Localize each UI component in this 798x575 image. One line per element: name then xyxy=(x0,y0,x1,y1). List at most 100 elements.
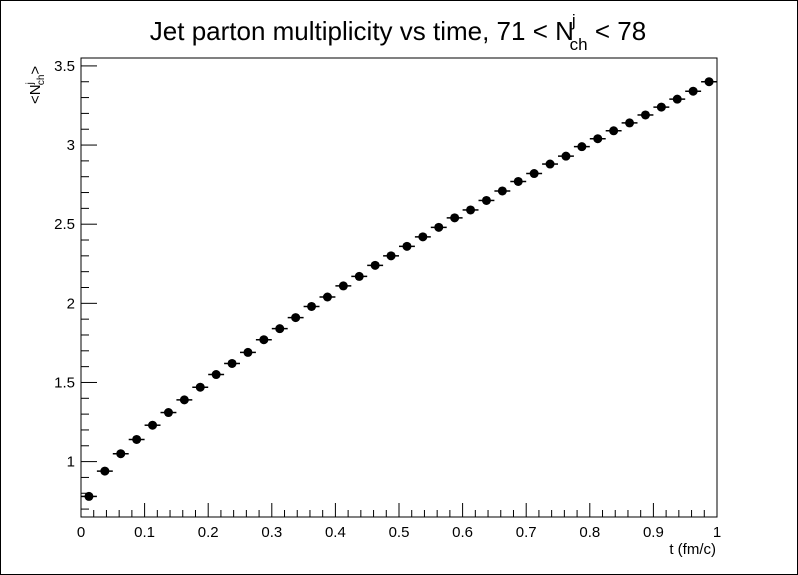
marker xyxy=(259,335,269,345)
marker xyxy=(466,205,476,215)
data-point xyxy=(510,176,527,186)
marker xyxy=(132,434,142,444)
marker xyxy=(497,186,507,196)
data-point xyxy=(224,358,240,368)
data-point xyxy=(192,382,209,392)
marker xyxy=(163,408,173,418)
y-axis-title-prefix: <N xyxy=(27,84,44,104)
x-tick-label: 0.8 xyxy=(579,524,600,541)
x-axis-ticks xyxy=(80,503,718,517)
chart-title-tail: < 78 xyxy=(588,16,647,46)
data-point xyxy=(176,395,193,405)
data-point xyxy=(335,281,352,291)
x-tick-label: 0.3 xyxy=(261,524,282,541)
data-point xyxy=(96,466,113,476)
data-point xyxy=(605,126,622,136)
marker xyxy=(338,281,348,291)
x-tick-label: 0.7 xyxy=(516,524,537,541)
marker xyxy=(545,159,555,169)
marker xyxy=(354,271,364,281)
y-axis-ticks xyxy=(81,65,97,510)
data-point xyxy=(383,251,399,261)
marker xyxy=(688,86,698,96)
marker xyxy=(291,313,301,323)
data-point xyxy=(112,449,129,459)
data-point xyxy=(240,347,256,357)
y-axis-tick-labels: 1 1.5 2 2.5 3 3.5 xyxy=(54,58,75,471)
marker xyxy=(656,102,666,112)
data-point xyxy=(669,94,686,104)
data-point xyxy=(144,420,161,430)
data-point xyxy=(351,271,368,281)
marker xyxy=(593,134,603,144)
x-tick-label: 0.2 xyxy=(198,524,219,541)
marker xyxy=(211,370,221,380)
y-tick-label: 3 xyxy=(67,137,75,154)
data-point xyxy=(685,86,702,96)
data-point xyxy=(526,169,543,179)
marker xyxy=(243,347,253,357)
marker xyxy=(179,395,189,405)
chart-title-main: Jet parton multiplicity vs time, 71 < N xyxy=(150,16,574,46)
x-axis-title: t (fm/c) xyxy=(669,541,716,558)
data-point xyxy=(446,213,463,223)
data-point xyxy=(303,301,320,311)
marker xyxy=(704,77,714,87)
x-tick-label: 0.5 xyxy=(389,524,410,541)
y-axis-title: <Njch> xyxy=(25,66,47,104)
marker xyxy=(322,292,332,302)
data-point xyxy=(589,134,606,144)
y-tick-label: 1.5 xyxy=(54,374,75,391)
marker xyxy=(513,176,523,186)
marker xyxy=(402,241,412,251)
data-point xyxy=(701,77,717,87)
marker xyxy=(640,110,650,120)
data-point xyxy=(367,260,384,270)
marker xyxy=(116,449,126,459)
marker xyxy=(561,151,571,161)
x-tick-label: 0.9 xyxy=(643,524,664,541)
marker xyxy=(370,260,380,270)
x-tick-label: 0 xyxy=(77,524,85,541)
marker xyxy=(100,466,110,476)
data-point xyxy=(319,292,336,302)
marker xyxy=(195,382,205,392)
marker xyxy=(609,126,619,136)
y-axis-title-sup: j xyxy=(25,82,36,85)
marker xyxy=(148,420,158,430)
data-point xyxy=(478,195,495,205)
data-point xyxy=(287,313,304,323)
data-point xyxy=(430,222,447,232)
data-point xyxy=(414,232,431,242)
data-point xyxy=(494,186,511,196)
y-tick-label: 3.5 xyxy=(54,58,75,75)
marker xyxy=(481,195,491,205)
x-tick-label: 1 xyxy=(713,524,721,541)
data-point xyxy=(542,159,558,169)
data-point xyxy=(271,324,288,334)
x-axis-tick-labels: 0 0.1 0.2 0.3 0.4 0.5 0.6 0.7 0.8 0.9 1 xyxy=(77,524,721,541)
marker xyxy=(577,142,587,152)
marker xyxy=(672,94,682,104)
chart-title-sub: ch xyxy=(570,35,588,54)
y-tick-label: 2 xyxy=(67,295,75,312)
data-point xyxy=(462,205,479,215)
marker xyxy=(450,213,460,223)
marker xyxy=(529,169,539,179)
data-point xyxy=(558,151,574,161)
marker xyxy=(84,491,94,501)
data-points xyxy=(81,77,717,501)
data-point xyxy=(160,408,177,418)
marker xyxy=(418,232,428,242)
x-tick-label: 0.6 xyxy=(452,524,473,541)
data-point xyxy=(637,110,654,120)
marker xyxy=(227,358,237,368)
data-point xyxy=(653,102,670,112)
chart-title-sup: j xyxy=(571,11,576,30)
data-point xyxy=(128,434,145,444)
data-point xyxy=(399,241,415,251)
data-point xyxy=(573,142,590,152)
data-point xyxy=(208,370,225,380)
